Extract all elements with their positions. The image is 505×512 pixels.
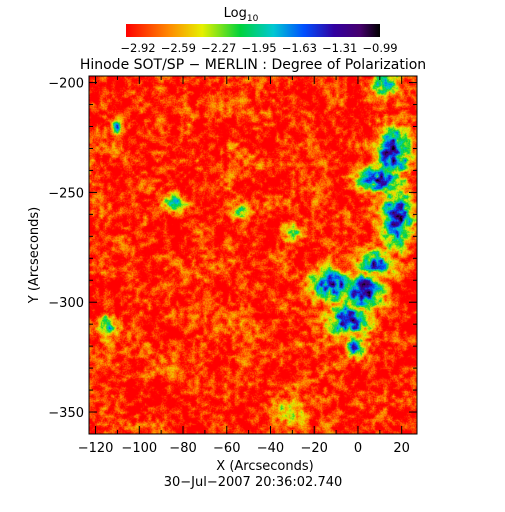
colorbar-tick-label: −2.59: [161, 41, 196, 55]
x-tick-label: −20: [301, 441, 328, 456]
timestamp: 30−Jul−2007 20:36:02.740: [164, 475, 343, 490]
plot-frame: [88, 75, 418, 435]
colorbar-tick-labels: −2.92 −2.59 −2.27 −1.95 −1.63 −1.31 −0.99: [120, 41, 397, 55]
colorbar: [126, 24, 380, 37]
polarization-map: [89, 76, 417, 434]
y-tick-label: −200: [48, 77, 84, 92]
colorbar-tick-label: −1.95: [241, 41, 276, 55]
y-tick-label: −300: [48, 296, 84, 311]
colorbar-tick-label: −1.63: [282, 41, 317, 55]
y-axis: −200 −250 −300 −350: [48, 77, 417, 435]
colorbar-tick-label: −0.99: [362, 41, 397, 55]
colorbar-tick-label: −1.31: [322, 41, 357, 55]
polarization-map-image: [89, 76, 417, 434]
x-tick-label: −120: [78, 441, 114, 456]
x-tick-label: 0: [354, 441, 362, 456]
chart-title: Hinode SOT/SP − MERLIN : Degree of Polar…: [80, 57, 426, 73]
x-tick-label: 20: [393, 441, 410, 456]
x-tick-label: −100: [121, 441, 157, 456]
y-axis-label: Y (Arcseconds): [27, 207, 42, 304]
y-tick-label: −250: [48, 186, 84, 201]
colorbar-tick-label: −2.92: [120, 41, 155, 55]
x-axis-label: X (Arcseconds): [216, 459, 313, 474]
x-tick-label: −80: [169, 441, 196, 456]
x-axis: −120 −100 −80 −60 −40 −20 0 20: [78, 76, 410, 456]
colorbar-label: Log10: [224, 6, 259, 24]
colorbar-tick-label: −2.27: [201, 41, 236, 55]
x-tick-label: −60: [213, 441, 240, 456]
x-tick-label: −40: [257, 441, 284, 456]
y-tick-label: −350: [48, 406, 84, 421]
colorbar-label-subscript: 10: [247, 14, 259, 24]
